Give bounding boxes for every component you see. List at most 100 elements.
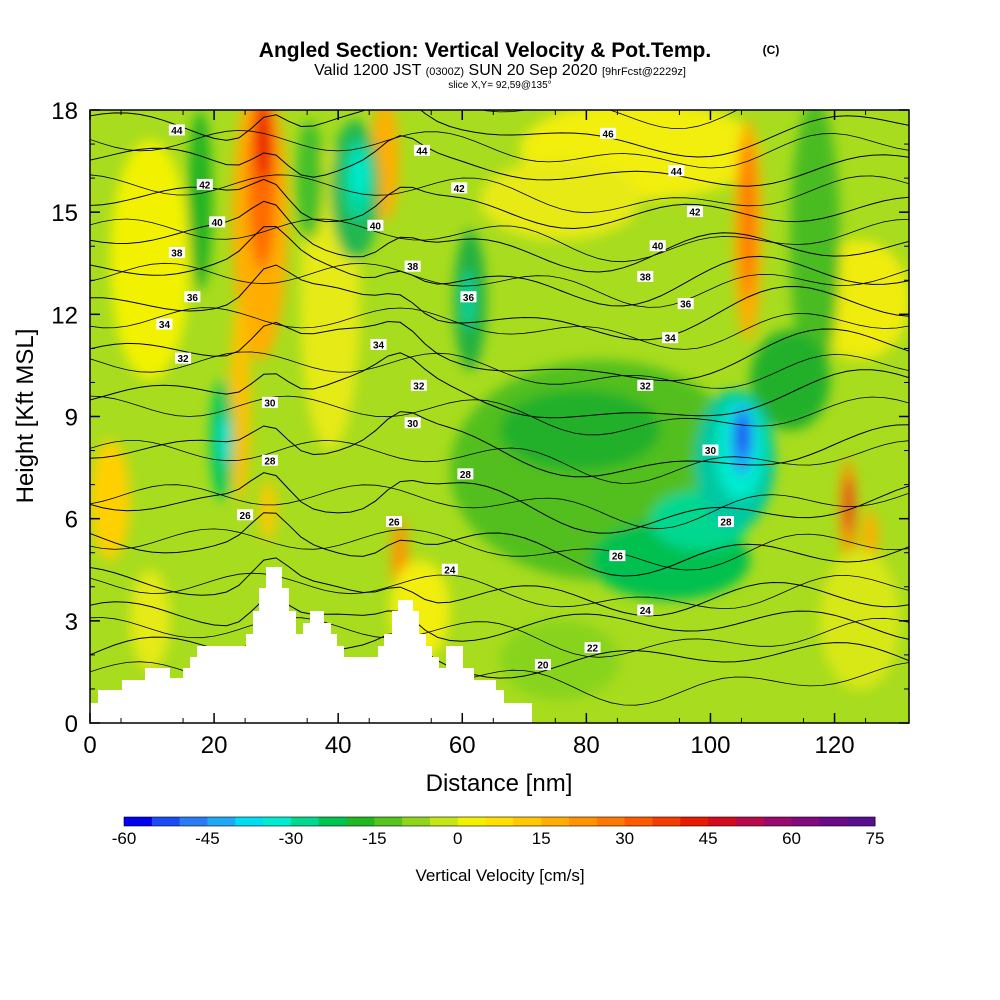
colorbar-swatch [541,817,570,826]
colorbar-swatch [179,817,208,826]
contour-label: 34 [665,334,677,345]
contour-label: 28 [460,470,472,481]
contour-label-box [168,247,185,259]
contour-label-box [649,240,666,252]
colorbar-swatch [763,817,793,826]
colorbar-swatch [346,817,375,826]
contour-label: 26 [388,518,400,529]
contour-label-box [609,550,626,562]
theta-contour-line [90,134,909,187]
colorbar-swatch [429,817,459,826]
colorbar-tick-label: 60 [782,829,801,848]
velocity-field: 44 42 40 38 36 34 32 30 28 26 44 42 40 38 36 34 32 30 28 26… [90,110,909,723]
y-tick-label: 18 [51,98,78,125]
contour-label: 42 [689,208,701,219]
contour-label-box [637,604,654,616]
x-tick-label: 100 [690,732,730,759]
contour-label: 40 [370,221,382,232]
valid-zulu: (0300Z) [426,66,465,78]
colorbar-swatch [402,817,431,826]
x-tick-label: 0 [83,732,96,759]
theta-contour-line [90,439,909,485]
y-tick-label: 3 [65,609,78,636]
contour-label-box [175,352,192,364]
theta-contour-line [90,352,909,419]
colorbar-swatch [819,817,848,826]
contour-label-box [686,206,703,218]
contour-label-box [534,659,551,671]
theta-contour-line [90,512,909,577]
theta-contours [90,110,909,706]
slice-info: slice X,Y= 92,59@135° [448,80,551,91]
contour-label-box [367,219,384,231]
colorbar-swatch [485,817,514,826]
contour-label: 24 [640,606,652,617]
contour-label-box [662,332,679,344]
contour-label-box [717,516,734,528]
contour-label-box [261,396,278,408]
contour-label: 40 [212,218,224,229]
valid-time-line: Valid 1200 JST (0300Z) SUN 20 Sep 2020 [… [314,62,686,79]
colorbar-swatch [680,817,709,826]
contour-label-box [451,182,468,194]
contour-label: 26 [612,552,624,563]
contour-label: 28 [720,518,732,529]
terrain [90,567,532,723]
colorbar-label: Vertical Velocity [cm/s] [415,866,584,885]
colorbar-tick-label: 0 [453,829,462,848]
contour-label: 34 [159,320,171,331]
contour-label: 36 [680,300,692,311]
contour-label-box [600,127,617,139]
contour-label-box [209,216,226,228]
x-axis: 0 20 40 60 80 100 120 [83,110,867,759]
colorbar-tick-label: -45 [195,829,220,848]
contour-label: 24 [444,565,456,576]
colorbar-swatch [207,817,236,826]
y-tick-label: 0 [65,711,78,738]
x-tick-label: 60 [449,732,476,759]
y-tick-label: 6 [65,507,78,534]
y-tick-label: 12 [51,302,78,329]
copyright-mark: (C) [763,43,780,57]
theta-contour-line [90,557,909,617]
theta-contour-line [90,225,909,307]
contour-label: 30 [705,446,717,457]
contour-label: 38 [407,262,419,273]
theta-contour-line [90,110,909,158]
contour-label-box [702,444,719,456]
y-axis-label: Height [Kft MSL] [12,329,39,504]
x-tick-label: 40 [325,732,352,759]
contour-label: 42 [454,184,466,195]
contour-label-box [261,454,278,466]
colorbar-tick-label: 45 [699,829,718,848]
colorbar-swatch [652,817,681,826]
contour-label: 28 [264,456,276,467]
contour-label: 44 [416,146,428,157]
colorbar-swatch [151,817,181,826]
contour-label: 44 [671,167,683,178]
contour-label-box [404,260,421,272]
theta-contour-line [90,307,909,350]
theta-contour-line [90,411,909,478]
contour-label-box [156,318,173,330]
theta-contour-line [90,218,909,263]
contour-label: 34 [373,340,385,351]
contour-label: 40 [652,242,664,253]
contour-label: 38 [640,272,652,283]
contour-label: 32 [413,381,425,392]
theta-contour-line [90,596,909,642]
contour-label-box [677,298,694,310]
contour-label: 30 [264,398,276,409]
contour-label: 36 [187,293,199,304]
colorbar-swatch [235,817,264,826]
colorbar-swatch [708,817,737,826]
contour-label-box [413,144,430,156]
colorbar-tick-label: -30 [279,829,304,848]
theta-contour-line [90,129,909,169]
contour-label-box [370,338,387,350]
contour-label: 38 [171,249,183,260]
contour-label-box [441,563,458,575]
colorbar-swatch [374,817,403,826]
contour-label: 32 [178,354,190,365]
